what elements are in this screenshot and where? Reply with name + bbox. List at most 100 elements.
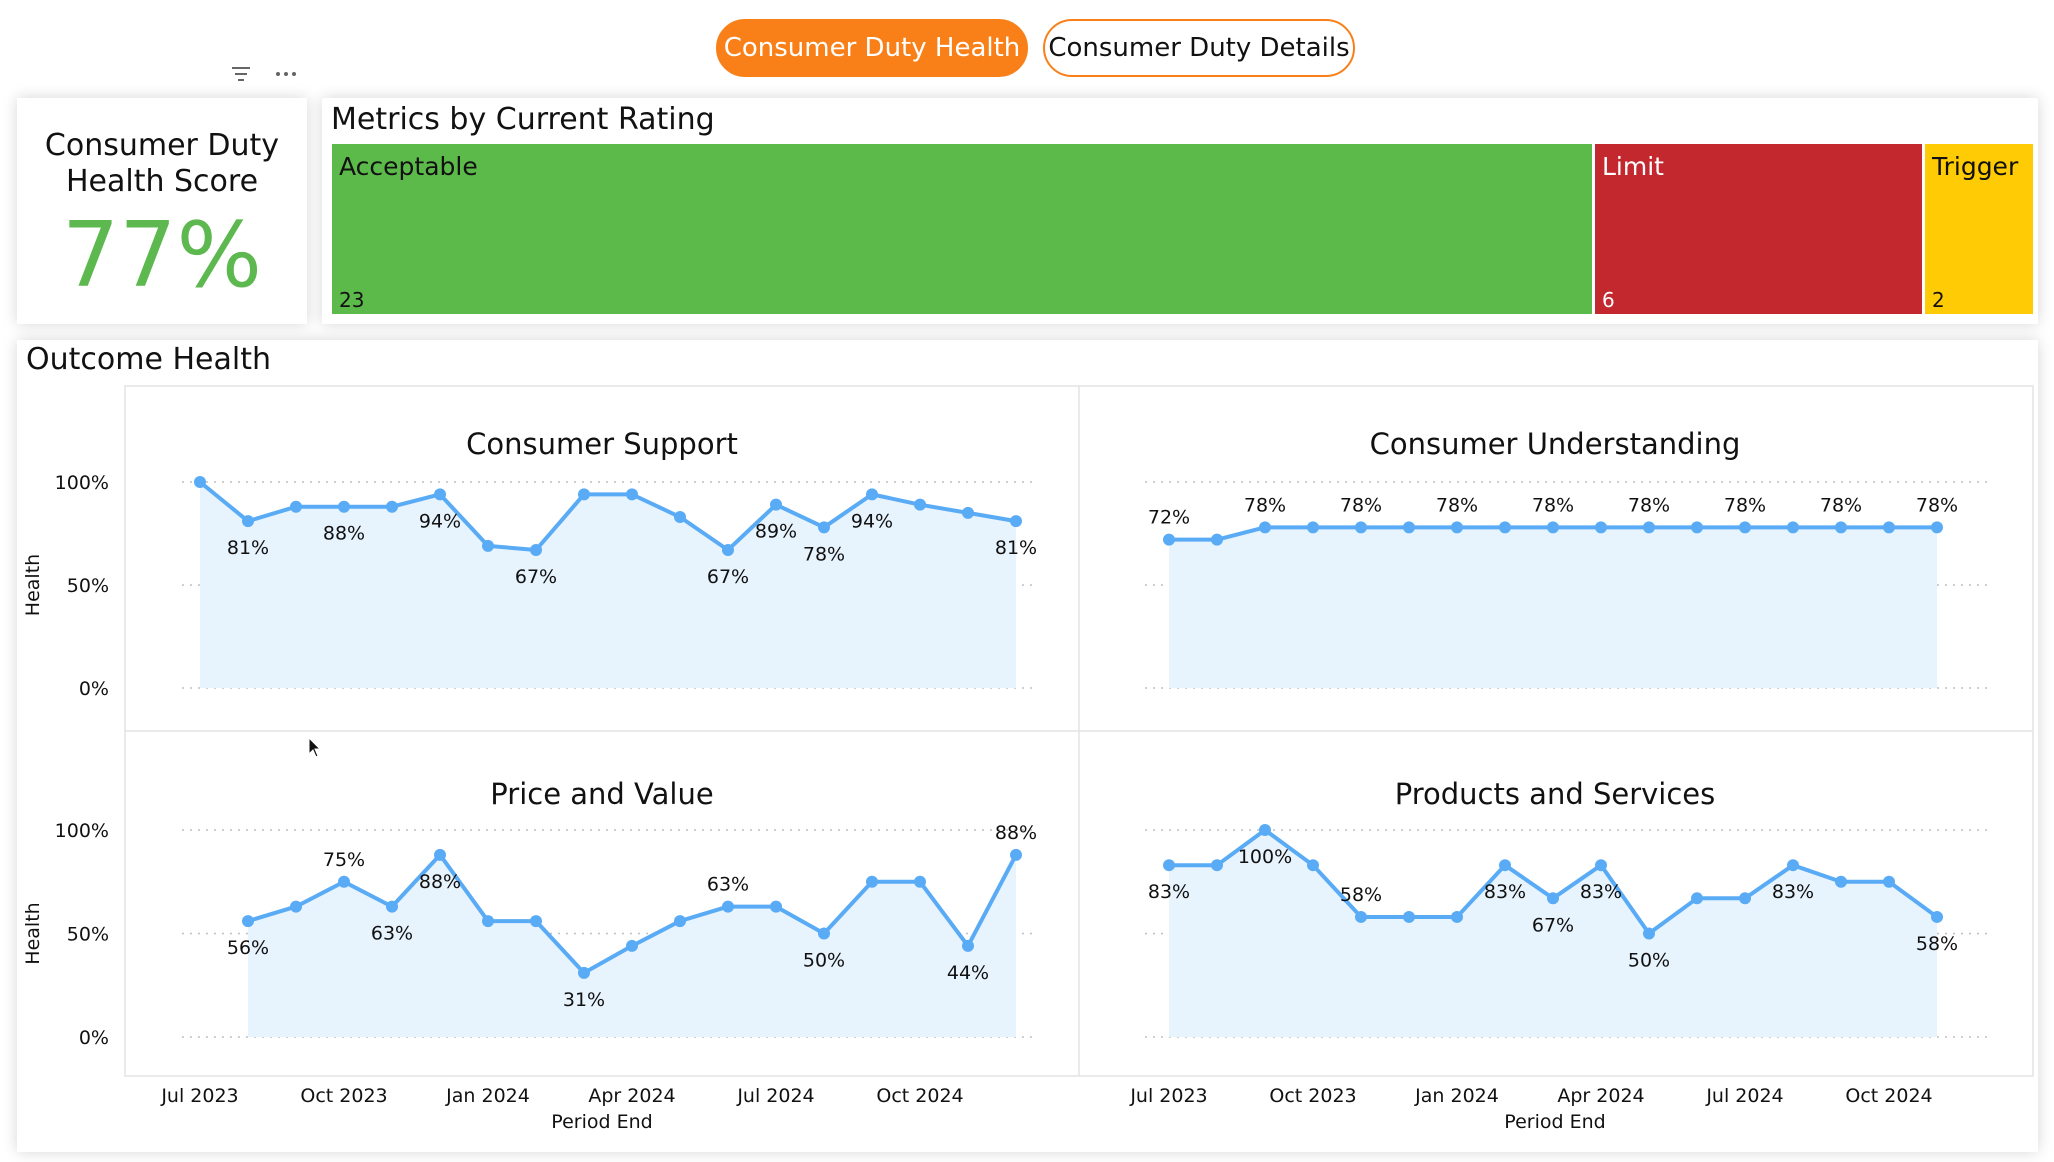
x-tick-label: Jul 2024 xyxy=(1705,1085,1783,1107)
x-tick-label: Oct 2023 xyxy=(300,1085,387,1107)
x-axis-label: Period End xyxy=(1504,1111,1605,1133)
data-point xyxy=(962,939,974,952)
health-score-card[interactable]: Consumer Duty Health Score 77% xyxy=(17,98,307,324)
data-label: 67% xyxy=(1532,914,1574,936)
y-tick-label: 100% xyxy=(55,472,109,494)
data-point xyxy=(530,915,542,928)
data-point xyxy=(866,488,878,501)
data-label: 83% xyxy=(1148,881,1190,903)
data-point xyxy=(386,500,398,513)
y-tick-label: 50% xyxy=(67,924,109,946)
data-point xyxy=(674,915,686,928)
data-point xyxy=(1883,521,1895,534)
data-label: 78% xyxy=(1916,494,1958,516)
data-point xyxy=(1691,892,1703,905)
data-point xyxy=(530,543,542,556)
data-point xyxy=(1451,910,1463,923)
chart-frame xyxy=(124,385,2034,1077)
data-point xyxy=(434,488,446,501)
series-area xyxy=(1169,830,1937,1037)
tile-count: 6 xyxy=(1602,288,1615,312)
data-point xyxy=(482,539,494,552)
mouse-pointer-icon xyxy=(308,737,322,758)
data-point xyxy=(1835,521,1847,534)
x-tick-label: Apr 2024 xyxy=(1557,1085,1644,1107)
data-label: 88% xyxy=(995,822,1037,844)
x-tick-label: Jan 2024 xyxy=(1414,1085,1499,1107)
data-label: 78% xyxy=(1532,494,1574,516)
health-score-title-line1: Consumer Duty xyxy=(44,128,280,163)
chart-title: Consumer Understanding xyxy=(1370,427,1741,461)
data-point xyxy=(434,848,446,861)
data-label: 75% xyxy=(323,849,365,871)
data-label: 81% xyxy=(227,537,269,559)
filter-icon[interactable] xyxy=(230,64,252,84)
data-point xyxy=(1643,927,1655,940)
y-axis-label: Health xyxy=(22,554,44,616)
data-point xyxy=(818,521,830,534)
data-point xyxy=(1451,521,1463,534)
data-point xyxy=(1835,875,1847,888)
data-point xyxy=(1691,521,1703,534)
data-label: 63% xyxy=(707,874,749,896)
data-label: 67% xyxy=(707,566,749,588)
outcome-health-title: Outcome Health xyxy=(26,342,271,377)
data-point xyxy=(1787,521,1799,534)
data-point xyxy=(1163,859,1175,872)
tab-consumer-duty-health[interactable]: Consumer Duty Health xyxy=(716,19,1028,77)
data-point xyxy=(722,900,734,913)
data-point xyxy=(962,506,974,519)
y-tick-label: 0% xyxy=(79,1027,109,1049)
data-point xyxy=(1163,533,1175,546)
data-label: 83% xyxy=(1580,881,1622,903)
data-label: 44% xyxy=(947,962,989,984)
data-point xyxy=(1307,859,1319,872)
data-label: 81% xyxy=(995,537,1037,559)
data-point xyxy=(578,966,590,979)
tile-label: Trigger xyxy=(1932,152,2019,181)
data-label: 72% xyxy=(1148,507,1190,529)
data-point xyxy=(386,900,398,913)
treemap-tile-acceptable[interactable]: Acceptable 23 xyxy=(332,144,1592,314)
data-label: 78% xyxy=(1820,494,1862,516)
data-label: 88% xyxy=(323,523,365,545)
x-tick-label: Apr 2024 xyxy=(588,1085,675,1107)
x-tick-label: Jul 2024 xyxy=(736,1085,814,1107)
data-point xyxy=(818,927,830,940)
y-tick-label: 50% xyxy=(67,575,109,597)
more-options-icon[interactable] xyxy=(274,64,298,84)
data-point xyxy=(1355,521,1367,534)
data-label: 83% xyxy=(1484,881,1526,903)
data-label: 78% xyxy=(1340,494,1382,516)
data-point xyxy=(674,511,686,524)
y-axis-label: Health xyxy=(22,902,44,964)
data-point xyxy=(1259,824,1271,836)
data-point xyxy=(1883,875,1895,888)
data-point xyxy=(1010,515,1022,528)
data-label: 94% xyxy=(419,510,461,532)
health-score-value: 77% xyxy=(61,203,263,308)
data-point xyxy=(1547,521,1559,534)
treemap-tile-trigger[interactable]: Trigger 2 xyxy=(1925,144,2033,314)
data-label: 78% xyxy=(1244,494,1286,516)
data-point xyxy=(770,900,782,913)
data-point xyxy=(290,900,302,913)
data-label: 83% xyxy=(1772,881,1814,903)
data-point xyxy=(1211,859,1223,872)
x-tick-label: Oct 2023 xyxy=(1269,1085,1356,1107)
treemap-tile-limit[interactable]: Limit 6 xyxy=(1595,144,1922,314)
data-point xyxy=(626,488,638,501)
data-label: 88% xyxy=(419,871,461,893)
data-point xyxy=(1499,859,1511,872)
data-point xyxy=(1403,910,1415,923)
data-label: 58% xyxy=(1916,933,1958,955)
tab-consumer-duty-details[interactable]: Consumer Duty Details xyxy=(1043,19,1355,77)
health-score-title-line2: Health Score xyxy=(65,164,259,199)
data-point xyxy=(1931,521,1943,534)
data-label: 50% xyxy=(1628,950,1670,972)
data-point xyxy=(1010,848,1022,861)
x-tick-label: Jan 2024 xyxy=(445,1085,530,1107)
series-area xyxy=(200,482,1016,688)
data-label: 78% xyxy=(1436,494,1478,516)
data-point xyxy=(1307,521,1319,534)
